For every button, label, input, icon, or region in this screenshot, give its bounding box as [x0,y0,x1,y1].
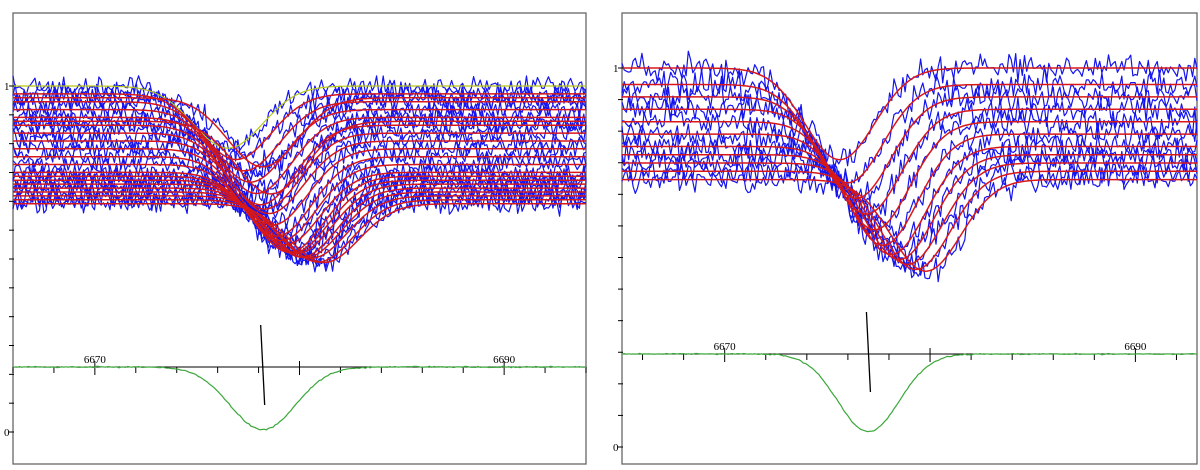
x-tick-label: 6690 [493,354,516,366]
left-mean-profile [12,324,586,431]
fit-curve [622,145,1197,256]
observed-spectrum [621,137,1198,266]
y-tick-label: 1 [613,63,619,75]
fit-curve [13,155,586,237]
fit-curve [622,162,1197,266]
y-tick-label: 0 [613,442,619,454]
fit-curve [13,191,586,259]
fit-curve [13,124,586,206]
line-center-marker [260,324,266,406]
fit-curve [13,85,586,149]
x-tick-label: 6690 [1124,341,1147,353]
fit-curve [622,133,1197,247]
fit-curve [13,140,586,215]
fit-curve [622,120,1197,231]
left-panel-frame [12,12,587,465]
fit-curve [13,163,586,242]
fit-curve [622,96,1197,200]
fit-curve [13,171,586,246]
fit-curve [622,67,1197,161]
fit-curve [13,100,586,172]
observed-spectrum [621,160,1198,283]
fit-curve [13,120,586,195]
right-mean-profile [621,311,1198,433]
left-panel: 1 0 6670 6690 [4,12,587,465]
fit-curve [622,108,1197,215]
mean-profile [12,365,586,431]
fit-curve [13,179,586,254]
y-tick-label: 0 [4,427,10,439]
fit-curve [13,93,586,161]
right-panel: 1 0 6670 6690 [613,12,1198,465]
observed-spectrum [621,104,1198,241]
left-fit-curves [13,85,586,264]
fit-curve [622,83,1197,184]
x-tick-label: 6670 [714,341,737,353]
observed-spectrum [621,50,1198,171]
observed-spectrum [621,147,1198,273]
right-fit-curves [622,67,1197,272]
fit-curve [13,203,586,264]
fit-curve [13,97,586,168]
right-panel-frame [621,12,1198,465]
fit-curve [13,148,586,226]
fit-curve [622,170,1197,271]
x-tick-label: 6670 [84,354,107,366]
fit-curve [13,199,586,263]
observed-spectrum [12,97,587,190]
fit-curve [622,178,1197,272]
line-center-marker [865,311,872,393]
fit-curve [13,116,586,195]
observed-spectrum [12,135,587,232]
fit-curve [622,154,1197,261]
y-tick-label: 1 [4,81,10,93]
fit-curve [13,132,586,210]
mean-profile [621,352,1198,433]
right-observed-spectra [621,50,1198,283]
